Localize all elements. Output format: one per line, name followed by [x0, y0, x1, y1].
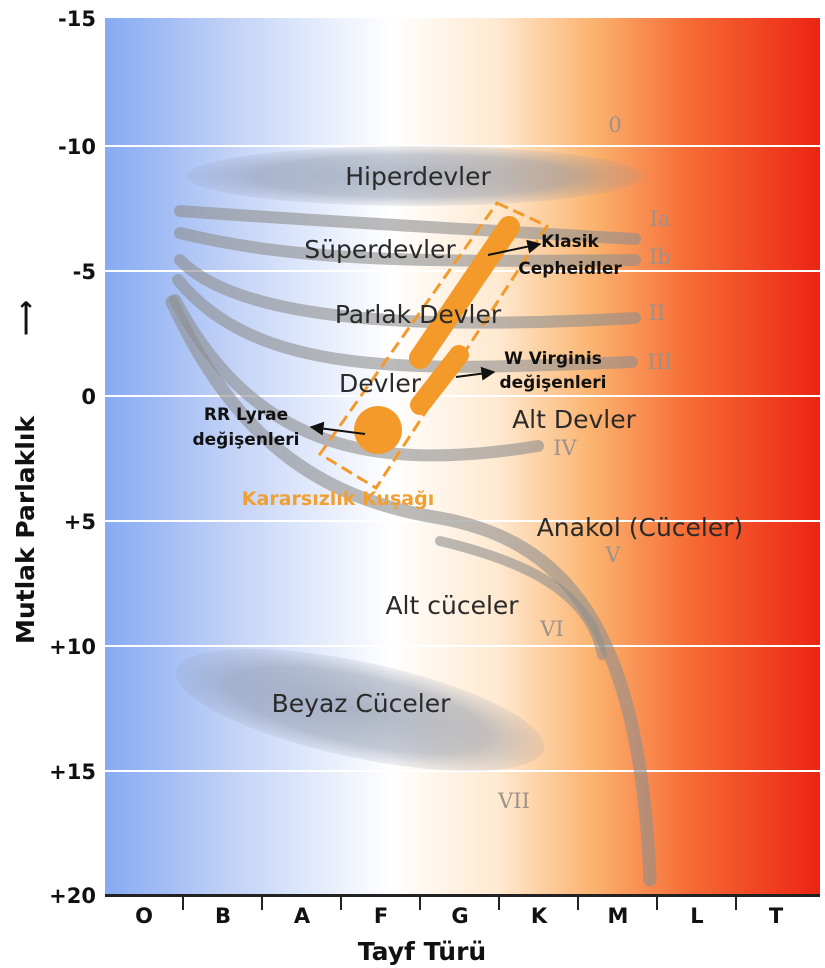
y-tick-label: +5 — [64, 510, 96, 534]
class-label-0: 0 — [608, 113, 621, 137]
class-label-iii: III — [648, 350, 673, 374]
region-subdwarfs: Alt cüceler — [385, 591, 519, 620]
wvirginis-label-line1: W Virginis — [504, 349, 602, 369]
x-tick-label: B — [215, 904, 231, 928]
y-tick-label: +20 — [49, 884, 96, 908]
wvirginis-label-line2: değişenleri — [499, 373, 606, 393]
y-tick-label: -15 — [58, 7, 96, 31]
class-label-vii: VII — [497, 789, 530, 813]
x-axis-ticks — [182, 897, 737, 910]
cepheid-label-line1: Klasik — [541, 232, 599, 252]
y-tick-label: -10 — [58, 135, 96, 159]
x-tick-label: G — [451, 904, 468, 928]
y-axis-arrow-icon: ⟶ — [11, 300, 40, 336]
x-tick-label: F — [374, 904, 388, 928]
hypergiant-band — [187, 146, 643, 206]
class-label-iv: IV — [553, 436, 577, 460]
x-tick-label: L — [690, 904, 703, 928]
instability-strip-label: Kararsızlık Kuşağı — [242, 488, 434, 510]
class-label-ii: II — [649, 301, 666, 325]
class-label-ia: Ia — [650, 207, 671, 231]
white-dwarf-band — [175, 648, 545, 772]
x-tick-label: O — [135, 904, 153, 928]
x-tick-label: M — [608, 904, 629, 928]
x-tick-label: K — [531, 904, 548, 928]
region-subgiants: Alt Devler — [512, 405, 637, 434]
x-tick-label: A — [294, 904, 311, 928]
region-white-dwarfs: Beyaz Cüceler — [272, 689, 451, 718]
region-hypergiants: Hiperdevler — [345, 162, 491, 191]
y-tick-label: +15 — [49, 760, 96, 784]
y-tick-label: -5 — [73, 260, 96, 284]
region-supergiants: Süperdevler — [304, 235, 456, 264]
y-tick-label: +10 — [49, 635, 96, 659]
region-main-sequence: Anakol (Cüceler) — [537, 513, 744, 542]
rrlyrae-label-line2: değişenleri — [192, 430, 299, 450]
y-tick-label: 0 — [81, 385, 96, 409]
luminosity-branches — [165, 205, 657, 887]
x-axis-title: Tayf Türü — [358, 937, 486, 966]
class-label-v: V — [604, 543, 621, 567]
class-label-vi: VI — [539, 617, 563, 641]
region-giants: Devler — [339, 369, 422, 398]
x-axis-bar — [105, 894, 820, 897]
y-axis-title: Mutlak Parlaklık — [11, 415, 40, 644]
instability-strip — [317, 201, 550, 491]
x-tick-label: T — [769, 904, 784, 928]
variable-pointers — [309, 239, 542, 436]
class-label-ib: Ib — [649, 245, 671, 269]
cepheid-label-line2: Cepheidler — [518, 259, 622, 279]
rrlyrae-label-line1: RR Lyrae — [204, 405, 288, 425]
region-bright-giants: Parlak Devler — [335, 300, 502, 329]
